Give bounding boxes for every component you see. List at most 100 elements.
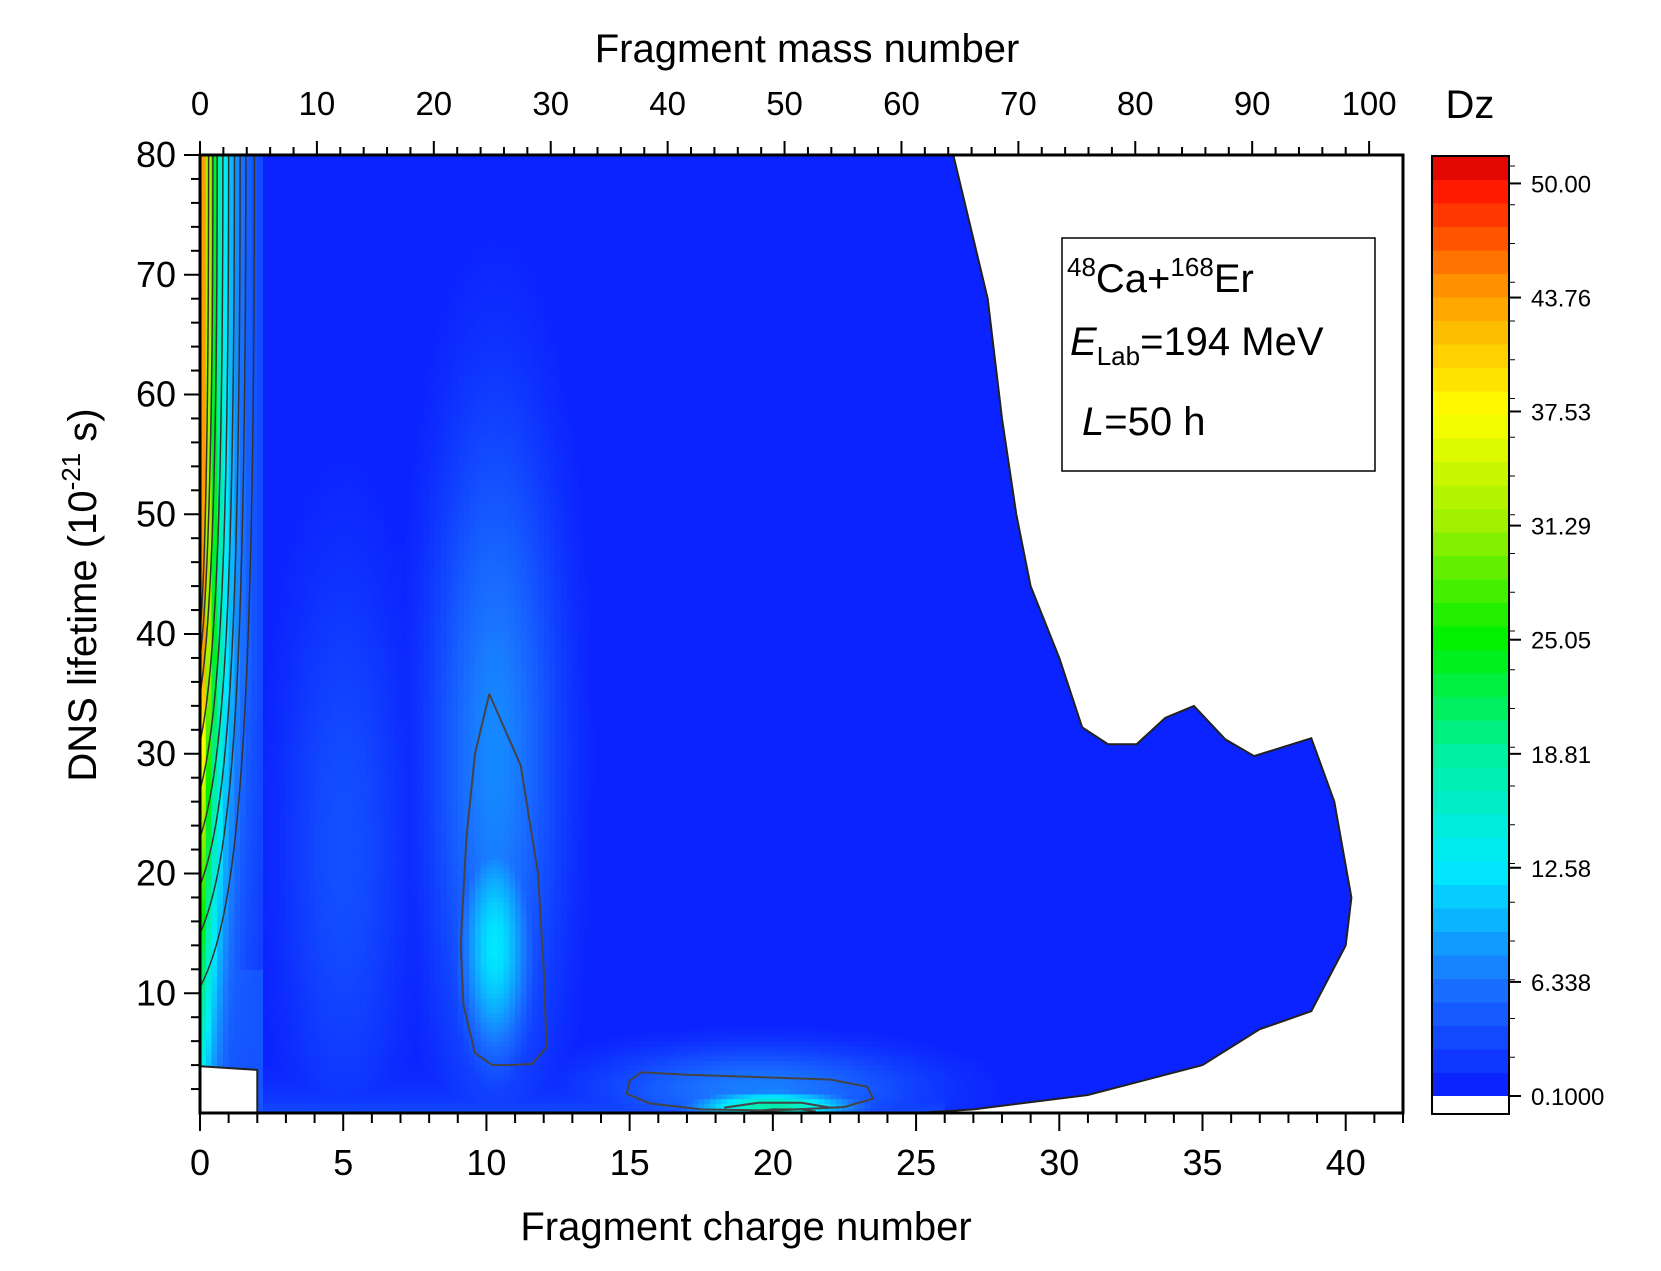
heat-cell	[704, 1055, 711, 1061]
heat-cell	[394, 1089, 402, 1095]
heat-cell	[1168, 1026, 1175, 1033]
heat-cell	[990, 998, 997, 1004]
heat-cell	[858, 1065, 866, 1071]
heat-cell	[394, 1055, 402, 1061]
heat-cell	[509, 1084, 516, 1090]
heat-cell	[921, 1036, 929, 1042]
heat-cell	[675, 1060, 682, 1066]
heat-cell	[423, 1103, 430, 1109]
heat-cell	[1053, 1041, 1060, 1047]
heat-cell	[641, 1103, 648, 1109]
heat-cell	[486, 1093, 493, 1100]
heat-cell	[371, 1089, 379, 1095]
heat-cell	[583, 998, 591, 1004]
heat-cell	[595, 1050, 602, 1057]
heat-cell	[973, 1041, 980, 1047]
heat-cell	[635, 1012, 642, 1018]
heat-cell	[589, 1045, 596, 1052]
heat-cell	[1093, 1079, 1100, 1085]
heat-cell	[738, 1065, 745, 1071]
heat-cell	[858, 1074, 866, 1081]
heat-cell	[761, 1017, 768, 1023]
heat-cell	[1076, 1050, 1083, 1057]
heat-cell	[297, 1079, 304, 1085]
heat-cell	[337, 1069, 344, 1076]
heat-cell	[320, 1031, 327, 1037]
heat-cell	[646, 1002, 654, 1009]
heat-cell	[1150, 1026, 1158, 1033]
heat-cell	[469, 1103, 476, 1109]
heat-cell	[1053, 1017, 1060, 1023]
heat-cell	[812, 1108, 820, 1113]
heat-cell	[612, 1084, 619, 1090]
heat-cell	[486, 1036, 493, 1042]
heat-cell	[566, 1103, 573, 1109]
heat-cell	[692, 1045, 699, 1052]
heat-cell	[990, 1002, 997, 1009]
heat-cell	[784, 1098, 791, 1105]
heat-cell	[824, 1041, 831, 1047]
heat-cell	[1099, 998, 1106, 1004]
heat-cell	[709, 1017, 717, 1023]
heat-cell	[543, 1060, 551, 1066]
heat-cell	[211, 1036, 218, 1042]
heat-cell	[1133, 1050, 1141, 1057]
heat-cell	[377, 1026, 384, 1033]
heat-cell	[285, 1103, 293, 1109]
heat-cell	[801, 1055, 808, 1061]
heat-cell	[1225, 1036, 1232, 1042]
heat-cell	[904, 1055, 911, 1061]
heat-cell	[492, 1031, 499, 1037]
heat-cell	[818, 1065, 826, 1071]
heat-cell	[297, 1065, 304, 1071]
heat-cell	[790, 1103, 797, 1109]
heat-cell	[1002, 1055, 1009, 1061]
heat-cell	[1110, 1079, 1118, 1085]
heat-cell	[1099, 1074, 1106, 1081]
heat-cell	[967, 1021, 974, 1028]
heat-cell	[1013, 1093, 1020, 1100]
heat-cell	[578, 998, 585, 1004]
heat-cell	[732, 1036, 740, 1042]
heat-cell	[1002, 1050, 1009, 1057]
heat-cell	[704, 1007, 711, 1014]
heat-cell	[853, 1084, 860, 1090]
heat-cell	[1082, 1089, 1089, 1095]
heat-cell	[337, 1017, 344, 1023]
heat-cell	[784, 1069, 791, 1076]
heat-cell	[721, 1079, 728, 1085]
heat-cell	[503, 1084, 510, 1090]
heat-cell	[1093, 1041, 1100, 1047]
heat-cell	[434, 1050, 442, 1057]
heat-cell	[314, 1026, 321, 1033]
heat-cell	[875, 1108, 883, 1113]
heat-cell	[652, 1041, 659, 1047]
heat-cell	[979, 1103, 986, 1109]
heat-cell	[1150, 1060, 1158, 1066]
heat-cell	[692, 1108, 699, 1113]
heat-cell	[835, 1017, 843, 1023]
heat-cell	[211, 1045, 218, 1052]
heat-cell	[285, 998, 293, 1004]
heat-cell	[1082, 1079, 1089, 1085]
heat-cell	[944, 1041, 952, 1047]
heat-cell	[652, 1007, 659, 1014]
heat-cell	[480, 1098, 488, 1105]
heat-cell	[835, 1041, 843, 1047]
heat-cell	[1196, 1036, 1204, 1042]
heat-cell	[503, 1093, 510, 1100]
heat-cell	[669, 1060, 677, 1066]
heat-cell	[1065, 1026, 1072, 1033]
heat-cell	[875, 1098, 883, 1105]
heat-cell	[257, 1021, 264, 1028]
heat-cell	[812, 998, 820, 1004]
heat-cell	[257, 1089, 264, 1095]
heat-cell	[429, 1098, 436, 1105]
heat-cell	[772, 1055, 780, 1061]
heat-cell	[314, 1108, 321, 1113]
heat-cell	[200, 998, 207, 1004]
heat-cell	[1196, 1002, 1204, 1009]
heat-cell	[331, 1031, 339, 1037]
heat-cell	[1007, 1055, 1015, 1061]
heat-cell	[1036, 1050, 1043, 1057]
